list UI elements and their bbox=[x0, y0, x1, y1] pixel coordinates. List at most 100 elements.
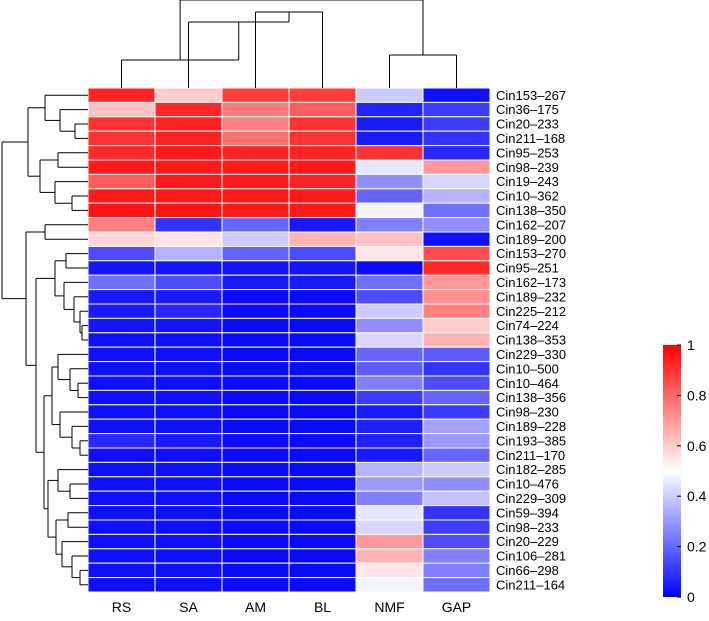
heatmap-cell bbox=[87, 173, 156, 190]
heatmap-cell bbox=[422, 188, 491, 204]
row-label: Cin74–224 bbox=[496, 318, 559, 333]
row-label: Cin95–253 bbox=[496, 145, 559, 160]
heatmap-cell bbox=[288, 519, 357, 535]
legend-tick-label: 0 bbox=[687, 589, 695, 605]
heatmap-cell bbox=[87, 505, 156, 521]
heatmap-cell bbox=[288, 389, 357, 406]
row-label: Cin193–385 bbox=[496, 433, 566, 448]
heatmap-cell bbox=[221, 375, 290, 391]
row-label: Cin211–168 bbox=[496, 131, 565, 146]
heatmap-cell bbox=[154, 562, 223, 579]
heatmap-cell bbox=[154, 202, 223, 219]
heatmap-cell bbox=[154, 116, 223, 132]
heatmap-cell bbox=[221, 303, 290, 319]
heatmap-cell bbox=[355, 346, 424, 363]
heatmap-cell bbox=[422, 130, 491, 147]
heatmap-cell bbox=[355, 361, 424, 377]
heatmap-cell bbox=[221, 116, 290, 132]
row-label: Cin106–281 bbox=[496, 549, 566, 564]
heatmap-cell bbox=[221, 260, 290, 276]
heatmap-cell bbox=[355, 404, 424, 420]
heatmap-cell bbox=[288, 317, 357, 334]
heatmap-cell bbox=[221, 245, 290, 262]
legend-tick-label: 0.4 bbox=[687, 488, 707, 504]
heatmap-cell bbox=[221, 433, 290, 449]
heatmap-cell bbox=[87, 188, 156, 204]
heatmap-cell bbox=[422, 476, 491, 492]
heatmap-cell bbox=[422, 217, 491, 233]
heatmap-cell bbox=[154, 505, 223, 521]
heatmap-cell bbox=[221, 346, 290, 363]
color-legend: 0 0.2 0.4 0.6 0.8 1 bbox=[663, 337, 707, 605]
heatmap-cell bbox=[422, 116, 491, 132]
heatmap-cell bbox=[154, 404, 223, 420]
heatmap-cell bbox=[288, 562, 357, 579]
heatmap-cell bbox=[221, 173, 290, 190]
row-label: Cin229–309 bbox=[496, 491, 566, 506]
heatmap-cell bbox=[221, 505, 290, 521]
heatmap-cell bbox=[221, 145, 290, 161]
heatmap-cell bbox=[87, 289, 156, 305]
heatmap-cell bbox=[288, 361, 357, 377]
heatmap-cell bbox=[288, 188, 357, 204]
legend-tick-label: 1 bbox=[687, 337, 695, 353]
heatmap-cell bbox=[221, 461, 290, 478]
heatmap-cell bbox=[355, 87, 424, 103]
heatmap-cell bbox=[87, 490, 156, 507]
heatmap-cell bbox=[355, 231, 424, 247]
row-label: Cin182–285 bbox=[496, 462, 566, 477]
heatmap-cells bbox=[87, 87, 491, 593]
heatmap-cell bbox=[87, 577, 156, 593]
heatmap-cell bbox=[355, 173, 424, 190]
column-label: NMF bbox=[374, 599, 404, 615]
heatmap-cell bbox=[422, 562, 491, 579]
heatmap-cell bbox=[288, 447, 357, 463]
heatmap-cell bbox=[422, 418, 491, 435]
heatmap-cell bbox=[87, 116, 156, 132]
row-label: Cin153–270 bbox=[496, 246, 566, 261]
heatmap-cell bbox=[87, 476, 156, 492]
heatmap-cell bbox=[87, 303, 156, 319]
heatmap-cell bbox=[422, 101, 491, 118]
row-label: Cin189–200 bbox=[496, 232, 566, 247]
row-label: Cin59–394 bbox=[496, 505, 559, 520]
heatmap-cell bbox=[87, 217, 156, 233]
heatmap-cell bbox=[355, 130, 424, 147]
heatmap-cell bbox=[221, 577, 290, 593]
heatmap-cell bbox=[288, 505, 357, 521]
heatmap-cell bbox=[87, 231, 156, 247]
heatmap-cell bbox=[87, 317, 156, 334]
heatmap-cell bbox=[87, 87, 156, 103]
heatmap-cell bbox=[288, 101, 357, 118]
row-label: Cin36–175 bbox=[496, 102, 559, 117]
heatmap-cell bbox=[87, 130, 156, 147]
heatmap-cell bbox=[154, 447, 223, 463]
heatmap-cell bbox=[422, 548, 491, 564]
heatmap-cell bbox=[87, 404, 156, 420]
heatmap-cell bbox=[87, 332, 156, 348]
column-label: BL bbox=[314, 599, 331, 615]
heatmap-cell bbox=[87, 260, 156, 276]
heatmap-cell bbox=[154, 476, 223, 492]
heatmap-cell bbox=[221, 101, 290, 118]
heatmap-cell bbox=[221, 130, 290, 147]
heatmap-cell bbox=[288, 260, 357, 276]
heatmap-cell bbox=[154, 346, 223, 363]
heatmap-cell bbox=[355, 159, 424, 175]
heatmap-cell bbox=[288, 145, 357, 161]
column-label: SA bbox=[179, 599, 198, 615]
heatmap-cell bbox=[422, 519, 491, 535]
heatmap-cell bbox=[154, 87, 223, 103]
heatmap-cell bbox=[422, 317, 491, 334]
heatmap-cell bbox=[288, 274, 357, 291]
heatmap-cell bbox=[355, 461, 424, 478]
heatmap-cell bbox=[154, 433, 223, 449]
heatmap-cell bbox=[154, 145, 223, 161]
heatmap-cell bbox=[221, 447, 290, 463]
heatmap-cell bbox=[221, 317, 290, 334]
heatmap-cell bbox=[422, 577, 491, 593]
column-label: AM bbox=[245, 599, 266, 615]
heatmap-cell bbox=[422, 490, 491, 507]
heatmap-cell bbox=[355, 289, 424, 305]
